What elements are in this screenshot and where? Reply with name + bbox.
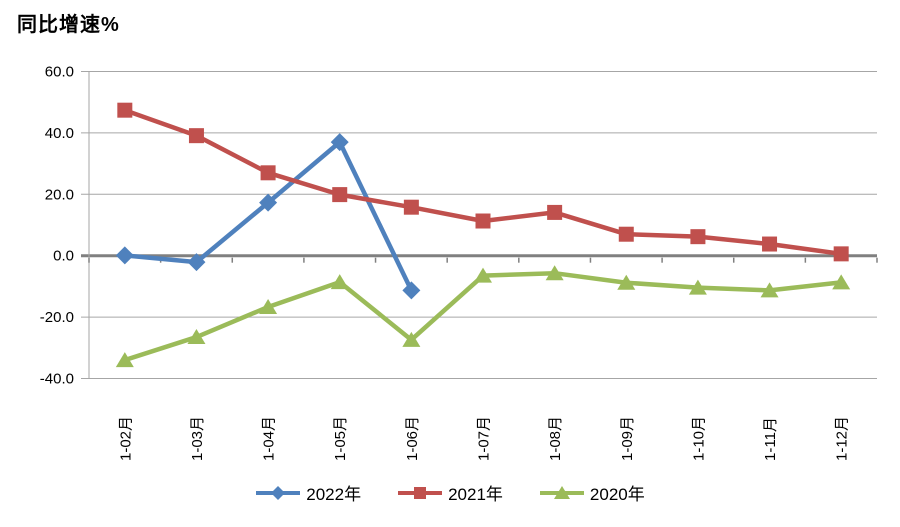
data-point-2021年	[547, 204, 563, 220]
x-axis-tick-label: 1-09月	[619, 416, 636, 461]
x-axis-tick-label: 1-03月	[189, 416, 206, 461]
legend-label: 2022年	[306, 485, 362, 504]
data-point-2022年	[330, 133, 349, 152]
legend-marker	[271, 485, 286, 500]
data-point-2020年	[617, 274, 636, 290]
data-point-2020年	[330, 274, 349, 290]
x-axis-tick-label: 1-11月	[762, 417, 779, 461]
legend-marker	[414, 486, 427, 499]
data-point-2020年	[187, 329, 206, 345]
data-point-2021年	[762, 236, 778, 252]
legend-item-2021年: 2021年	[397, 480, 503, 505]
legend-item-2022年: 2022年	[255, 480, 361, 505]
data-point-2021年	[188, 128, 204, 144]
legend-swatch-diamond-icon	[256, 485, 301, 500]
data-point-2021年	[332, 187, 348, 203]
x-axis-tick-label: 1-12月	[834, 416, 851, 461]
data-point-2020年	[474, 267, 492, 283]
series-2022年	[115, 133, 421, 300]
x-axis-tick-label: 1-08月	[547, 416, 564, 461]
data-point-2021年	[833, 246, 849, 262]
data-point-2020年	[545, 265, 564, 281]
legend-marker	[553, 485, 570, 499]
x-axis-tick-label: 1-07月	[476, 416, 493, 461]
data-point-2021年	[403, 199, 419, 215]
y-axis-tick-label: 60.0	[45, 64, 74, 81]
series-2020年	[115, 265, 851, 368]
y-axis-tick-label: 0.0	[53, 248, 74, 265]
data-point-2021年	[475, 213, 491, 229]
x-axis-tick-label: 1-02月	[117, 416, 134, 461]
chart-title: 同比增速%	[17, 14, 120, 36]
data-point-2020年	[402, 331, 421, 347]
x-axis-tick-label: 1-10月	[690, 416, 707, 461]
data-point-2020年	[832, 274, 851, 290]
data-point-2022年	[115, 246, 134, 265]
data-point-2021年	[690, 229, 706, 245]
data-point-2021年	[260, 165, 276, 181]
data-point-2022年	[187, 253, 206, 272]
series-line-2022年	[122, 139, 414, 293]
y-axis-tick-label: 20.0	[45, 186, 74, 203]
data-point-2020年	[688, 279, 707, 295]
series-2021年	[117, 102, 849, 262]
legend-item-2020年: 2020年	[539, 480, 645, 505]
y-axis-tick-label: -20.0	[40, 309, 74, 326]
x-axis-tick-label: 1-06月	[404, 416, 421, 461]
data-point-2020年	[760, 282, 779, 298]
legend-label: 2021年	[448, 485, 503, 504]
data-point-2020年	[259, 298, 278, 314]
x-axis-tick-label: 1-05月	[332, 416, 349, 461]
data-point-2022年	[259, 193, 278, 212]
plot-area: 60.0 40.0 20.0 0.0 -20.0 -40.0 1-02月 1-03月 1-04月…	[40, 64, 878, 461]
data-point-2022年	[402, 281, 421, 300]
x-axis-tick-label: 1-04月	[261, 416, 278, 461]
y-axis-tick-label: 40.0	[45, 125, 74, 142]
data-point-2021年	[117, 102, 133, 118]
chart-legend: 2022年 2021年 2020年	[0, 480, 900, 505]
legend-swatch-square-icon	[398, 486, 443, 499]
y-axis-tick-label: -40.0	[40, 371, 74, 388]
data-point-2020年	[115, 352, 134, 368]
data-point-2021年	[618, 226, 634, 242]
legend-label: 2020年	[589, 485, 645, 504]
legend-swatch-triangle-icon	[539, 485, 584, 499]
